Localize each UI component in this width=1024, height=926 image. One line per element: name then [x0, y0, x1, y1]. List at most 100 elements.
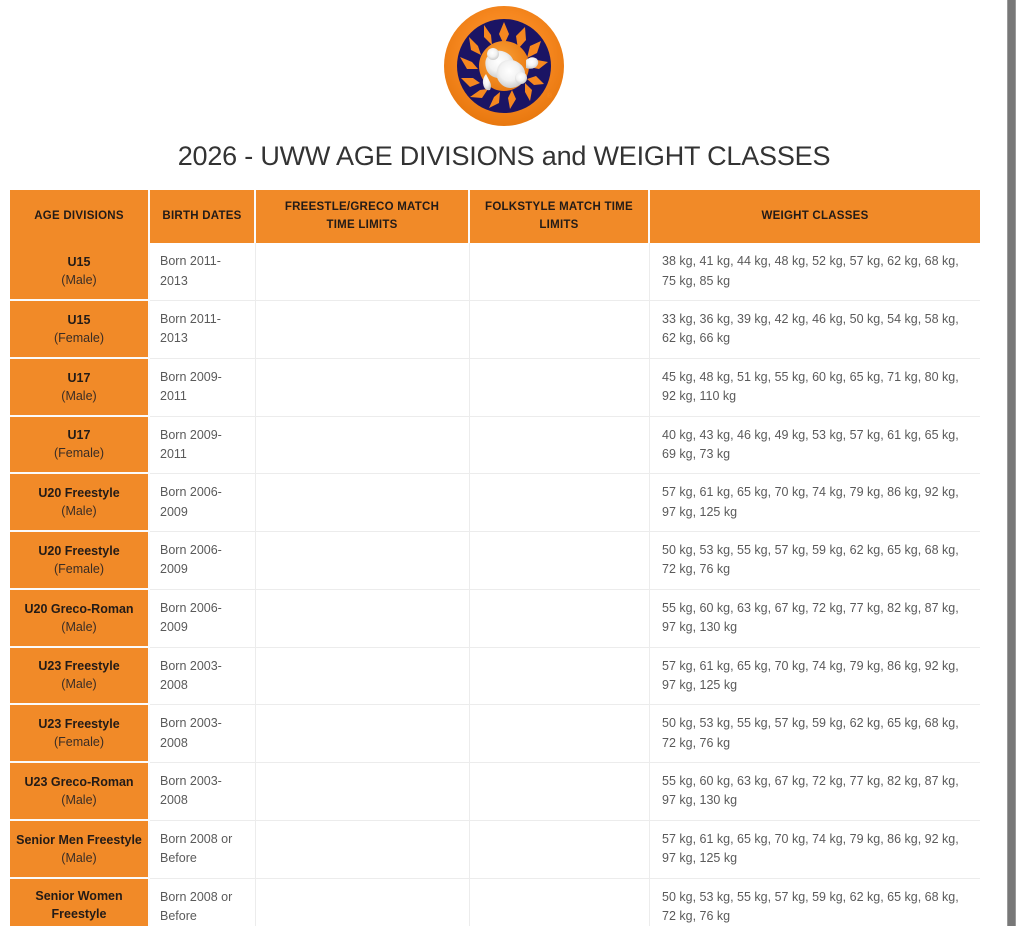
cell-weight-classes: 33 kg, 36 kg, 39 kg, 42 kg, 46 kg, 50 kg… — [650, 301, 980, 359]
cell-age-division: U23 Greco-Roman (Male) — [10, 763, 150, 821]
age-division-name: U23 Freestyle — [38, 717, 120, 732]
cell-folkstyle-time-limit — [470, 820, 650, 879]
age-division-name: U15 — [67, 255, 91, 270]
table-row: U23 Greco-Roman (Male) Born 2003-2008 55 kg… — [10, 763, 980, 821]
cell-folkstyle-time-limit — [470, 763, 650, 821]
cell-birth-dates: Born 2003-2008 — [150, 705, 256, 764]
age-division-gender: (Male) — [61, 504, 97, 519]
cell-freestyle-greco-time-limit — [256, 474, 470, 533]
cell-freestyle-greco-time-limit — [256, 243, 470, 302]
cell-weight-classes: 57 kg, 61 kg, 65 kg, 70 kg, 74 kg, 79 kg… — [650, 474, 980, 533]
cell-age-division: U20 Greco-Roman (Male) — [10, 589, 150, 648]
cell-age-division: U17 (Female) — [10, 416, 150, 475]
age-division-name: U23 Freestyle — [38, 659, 120, 674]
table-header: AGE DIVISIONS BIRTH DATES FREESTLE/GRECO… — [10, 189, 980, 244]
column-header-age-divisions: AGE DIVISIONS — [10, 189, 150, 244]
cell-weight-classes: 50 kg, 53 kg, 55 kg, 57 kg, 59 kg, 62 kg… — [650, 705, 980, 764]
trademark-symbol: ® — [547, 92, 553, 100]
cell-weight-classes: 55 kg, 60 kg, 63 kg, 67 kg, 72 kg, 77 kg… — [650, 590, 980, 648]
age-division-gender: (Male) — [61, 677, 97, 692]
age-division-gender: (Male) — [61, 792, 97, 807]
cell-folkstyle-time-limit — [470, 878, 650, 926]
table-row: Senior Men Freestyle (Male) Born 2008 or B… — [10, 820, 980, 879]
cell-age-division: Senior Men Freestyle (Male) — [10, 820, 150, 879]
table-row: U15 (Male) Born 2011-2013 38 kg, 41 kg, 44 … — [10, 243, 980, 302]
cell-birth-dates: Born 2008 or Before — [150, 820, 256, 879]
cell-freestyle-greco-time-limit — [256, 358, 470, 417]
cell-folkstyle-time-limit — [470, 589, 650, 648]
age-division-gender: (Male) — [61, 619, 97, 634]
cell-birth-dates: Born 2008 or Before — [150, 878, 256, 926]
logo-container: ® — [0, 0, 1008, 128]
cell-birth-dates: Born 2006-2009 — [150, 589, 256, 648]
cell-weight-classes: 55 kg, 60 kg, 63 kg, 67 kg, 72 kg, 77 kg… — [650, 763, 980, 821]
age-division-name: Senior Men Freestyle — [16, 832, 142, 847]
age-division-gender: (Male) — [61, 273, 97, 288]
table-row: U20 Freestyle (Female) Born 2006-2009 50 kg… — [10, 532, 980, 590]
cell-birth-dates: Born 2011-2013 — [150, 243, 256, 302]
table-row: U15 (Female) Born 2011-2013 33 kg, 36 kg, 3… — [10, 301, 980, 359]
table-row: U17 (Male) Born 2009-2011 45 kg, 48 kg, 51 … — [10, 358, 980, 417]
cell-birth-dates: Born 2003-2008 — [150, 647, 256, 706]
cell-freestyle-greco-time-limit — [256, 416, 470, 475]
age-division-gender: (Female) — [53, 561, 104, 576]
table-header-row: AGE DIVISIONS BIRTH DATES FREESTLE/GRECO… — [10, 189, 980, 244]
age-division-gender: (Female) — [53, 330, 104, 345]
header-line-1: FREESTLE/GRECO MATCH — [284, 200, 440, 213]
vertical-scrollbar-thumb[interactable] — [1007, 0, 1016, 926]
column-header-folkstyle-time-limits: FOLKSTYLE MATCH TIME LIMITS — [470, 189, 650, 244]
cell-weight-classes: 57 kg, 61 kg, 65 kg, 70 kg, 74 kg, 79 kg… — [650, 648, 980, 706]
header-line-1: FOLKSTYLE MATCH TIME — [485, 200, 633, 213]
header-line-2: LIMITS — [539, 218, 579, 231]
page-right-edge — [1016, 0, 1024, 926]
cell-weight-classes: 50 kg, 53 kg, 55 kg, 57 kg, 59 kg, 62 kg… — [650, 532, 980, 590]
age-division-gender: (Female) — [53, 735, 104, 750]
age-divisions-weight-classes-table: AGE DIVISIONS BIRTH DATES FREESTLE/GRECO… — [10, 189, 980, 926]
age-division-gender: (Male) — [61, 388, 97, 403]
cell-birth-dates: Born 2006-2009 — [150, 532, 256, 590]
cell-freestyle-greco-time-limit — [256, 647, 470, 706]
column-header-freestyle-greco-time-limits: FREESTLE/GRECO MATCH TIME LIMITS — [256, 189, 470, 244]
cell-folkstyle-time-limit — [470, 474, 650, 533]
table-row: U20 Freestyle (Male) Born 2006-2009 57 kg, … — [10, 474, 980, 533]
age-division-name: U20 Freestyle — [38, 486, 120, 501]
age-division-gender: (Female) — [53, 446, 104, 461]
cell-age-division: U15 (Female) — [10, 301, 150, 359]
age-division-name: U20 Greco-Roman — [24, 601, 134, 616]
cell-freestyle-greco-time-limit — [256, 301, 470, 359]
cell-birth-dates: Born 2011-2013 — [150, 301, 256, 359]
cell-folkstyle-time-limit — [470, 705, 650, 764]
age-division-name: U20 Freestyle — [38, 543, 120, 558]
cell-age-division: U23 Freestyle (Male) — [10, 647, 150, 706]
cell-freestyle-greco-time-limit — [256, 532, 470, 590]
cell-age-division: Senior Women Freestyle (Female) — [10, 878, 150, 926]
cell-age-division: U15 (Male) — [10, 243, 150, 302]
cell-folkstyle-time-limit — [470, 358, 650, 417]
header-line-2: TIME LIMITS — [326, 218, 398, 231]
cell-weight-classes: 40 kg, 43 kg, 46 kg, 49 kg, 53 kg, 57 kg… — [650, 417, 980, 475]
vertical-scrollbar-track[interactable] — [1007, 0, 1016, 926]
age-division-name: U23 Greco-Roman — [24, 774, 134, 789]
cell-weight-classes: 50 kg, 53 kg, 55 kg, 57 kg, 59 kg, 62 kg… — [650, 879, 980, 926]
cell-freestyle-greco-time-limit — [256, 878, 470, 926]
table-row: U23 Freestyle (Male) Born 2003-2008 57 kg, … — [10, 647, 980, 706]
cell-folkstyle-time-limit — [470, 416, 650, 475]
cell-birth-dates: Born 2009-2011 — [150, 416, 256, 475]
cell-age-division: U23 Freestyle (Female) — [10, 705, 150, 764]
cell-weight-classes: 57 kg, 61 kg, 65 kg, 70 kg, 74 kg, 79 kg… — [650, 821, 980, 879]
column-header-birth-dates: BIRTH DATES — [150, 189, 256, 244]
cell-folkstyle-time-limit — [470, 243, 650, 302]
cell-age-division: U17 (Male) — [10, 358, 150, 417]
age-division-name: Senior Women Freestyle — [35, 888, 123, 921]
cell-weight-classes: 38 kg, 41 kg, 44 kg, 48 kg, 52 kg, 57 kg… — [650, 243, 980, 302]
weight-classes-table-container: AGE DIVISIONS BIRTH DATES FREESTLE/GRECO… — [10, 189, 980, 926]
page-title: 2026 - UWW AGE DIVISIONS and WEIGHT CLAS… — [177, 141, 831, 171]
cell-freestyle-greco-time-limit — [256, 705, 470, 764]
cell-weight-classes: 45 kg, 48 kg, 51 kg, 55 kg, 60 kg, 65 kg… — [650, 359, 980, 417]
cell-birth-dates: Born 2003-2008 — [150, 763, 256, 821]
age-division-name: U17 — [67, 428, 91, 443]
table-row: U17 (Female) Born 2009-2011 40 kg, 43 kg, 4… — [10, 416, 980, 475]
age-division-name: U15 — [67, 312, 91, 327]
cell-folkstyle-time-limit — [470, 532, 650, 590]
